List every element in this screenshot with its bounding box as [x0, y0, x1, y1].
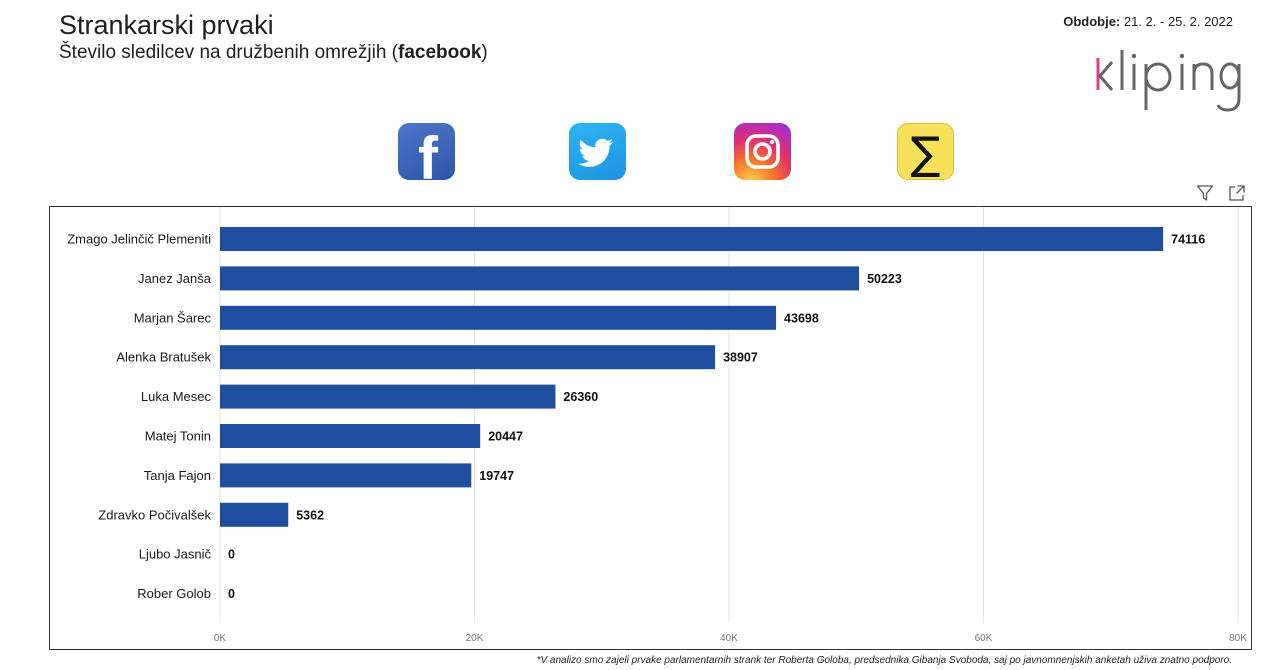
category-label: Tanja Fajon — [144, 468, 211, 483]
data-label: 19747 — [479, 469, 514, 483]
x-tick-label: 20K — [466, 633, 484, 644]
period: Obdobje: 21. 2. - 25. 2. 2022 — [1063, 14, 1233, 29]
page-title: Strankarski prvaki — [59, 10, 274, 40]
bar — [220, 463, 472, 488]
period-value: 21. 2. - 25. 2. 2022 — [1120, 14, 1233, 29]
data-label: 20447 — [488, 430, 523, 444]
x-tick-label: 0K — [214, 633, 227, 644]
bar — [220, 424, 481, 448]
expand-icon[interactable] — [1228, 184, 1246, 202]
data-label: 38907 — [723, 351, 758, 365]
facebook-icon[interactable]: f — [398, 123, 455, 180]
filter-icon[interactable] — [1196, 184, 1214, 202]
category-label: Zmago Jelinčič Plemeniti — [67, 232, 211, 247]
data-label: 74116 — [1171, 233, 1205, 247]
category-label: Marjan Šarec — [134, 310, 212, 325]
x-tick-label: 60K — [975, 633, 993, 644]
category-label: Matej Tonin — [145, 429, 211, 444]
subtitle-suffix: ) — [481, 42, 488, 63]
data-label: 50223 — [867, 272, 902, 286]
x-tick-label: 40K — [720, 633, 738, 644]
kliping-logo — [1092, 40, 1242, 114]
sum-icon[interactable]: ∑ — [897, 123, 954, 180]
category-label: Ljubo Jasnič — [139, 547, 212, 562]
category-label: Zdravko Počivalšek — [98, 507, 211, 522]
subtitle-platform: facebook — [398, 42, 482, 63]
bar — [220, 266, 860, 291]
bar-chart: 0K 20K 40K 60K 80K Zmago Jelinčič Plemeniti 74… — [49, 206, 1252, 650]
bar — [220, 502, 289, 527]
facebook-glyph: f — [418, 125, 439, 180]
bar — [220, 227, 1164, 251]
bar — [220, 384, 556, 409]
data-label: 43698 — [784, 311, 819, 325]
instagram-icon[interactable] — [734, 123, 791, 180]
bar — [220, 305, 777, 330]
data-label: 5362 — [296, 508, 324, 522]
bar — [220, 345, 716, 370]
page-subtitle: Število sledilcev na družbenih omrežjih … — [59, 41, 488, 65]
footnote: *V analizo smo zajeli prvake parlamentar… — [536, 655, 1232, 666]
category-label: Janez Janša — [138, 271, 212, 286]
period-label: Obdobje: — [1063, 14, 1121, 29]
x-tick-label: 80K — [1229, 633, 1247, 644]
subtitle-prefix: Število sledilcev na družbenih omrežjih … — [59, 42, 398, 63]
sum-glyph: ∑ — [911, 128, 941, 179]
kliping-logo-graphic — [1096, 50, 1241, 112]
category-label: Luka Mesec — [141, 389, 212, 404]
data-label: 0 — [228, 548, 235, 562]
twitter-icon[interactable] — [569, 123, 626, 180]
data-label: 26360 — [563, 390, 598, 404]
bar-chart-svg: 0K 20K 40K 60K 80K Zmago Jelinčič Plemeniti 74… — [67, 207, 1247, 644]
data-label: 0 — [228, 587, 235, 601]
category-label: Rober Golob — [137, 586, 211, 601]
category-label: Alenka Bratušek — [116, 350, 211, 365]
